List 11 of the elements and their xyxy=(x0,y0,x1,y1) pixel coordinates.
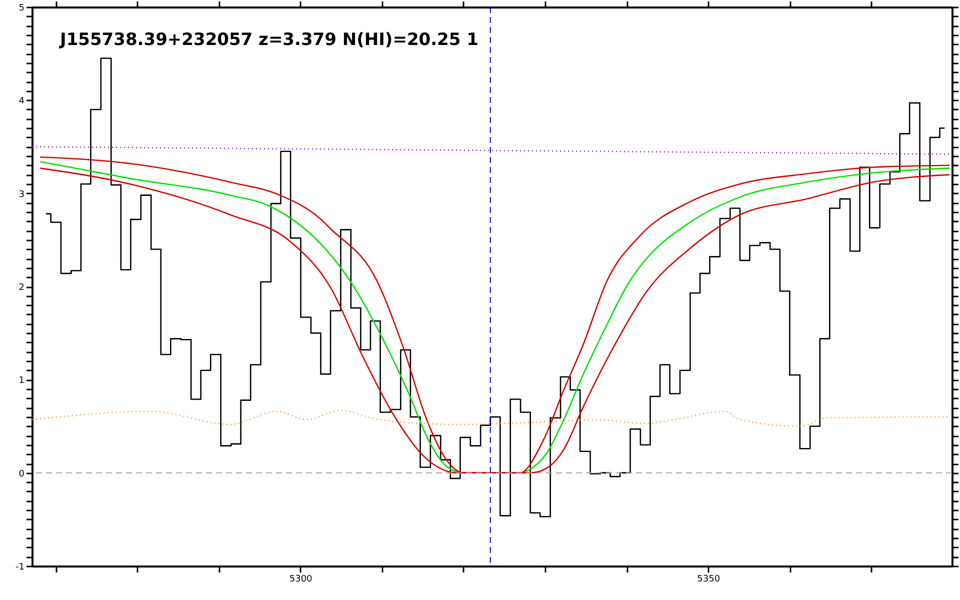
y-tick-label: 0 xyxy=(18,469,25,480)
y-tick-label: 5 xyxy=(18,4,24,14)
line-series xyxy=(32,410,950,427)
text: J155738.39+232057 z=3.379 N(HI)=20.25 1 xyxy=(59,30,478,50)
y-tick-label: 1 xyxy=(18,376,24,386)
y-tick-label: 2 xyxy=(18,283,24,293)
x-tick-label: 5350 xyxy=(697,574,720,584)
x-tick-label: 5300 xyxy=(289,574,313,584)
y-tick-label: 3 xyxy=(18,190,24,200)
y-tick-label: 4 xyxy=(18,96,25,107)
y-tick-label: -1 xyxy=(16,562,24,572)
